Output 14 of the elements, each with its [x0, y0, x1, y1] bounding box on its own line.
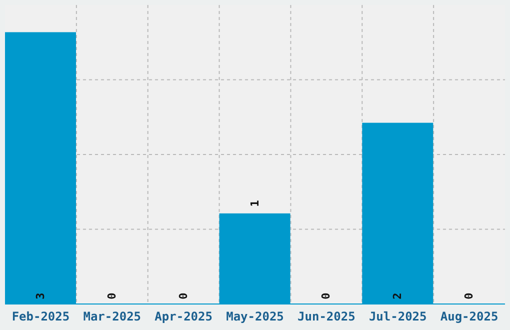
data-label: 0: [320, 292, 333, 300]
data-label: 0: [462, 292, 476, 300]
data-label: 3: [34, 292, 47, 300]
x-tick-label: Jul-2025: [368, 310, 427, 324]
x-tick-label: Mar-2025: [83, 310, 142, 324]
data-label: 2: [391, 292, 404, 300]
data-label: 0: [105, 292, 118, 300]
x-tick-label: May-2025: [226, 310, 284, 324]
data-label: 0: [176, 292, 190, 300]
x-tick-label: Feb-2025: [12, 310, 70, 324]
x-tick-label: Jun-2025: [298, 310, 356, 324]
data-label: 1: [248, 200, 262, 207]
x-tick-label: Aug-2025: [440, 310, 498, 324]
x-tick-label: Apr-2025: [154, 310, 212, 324]
